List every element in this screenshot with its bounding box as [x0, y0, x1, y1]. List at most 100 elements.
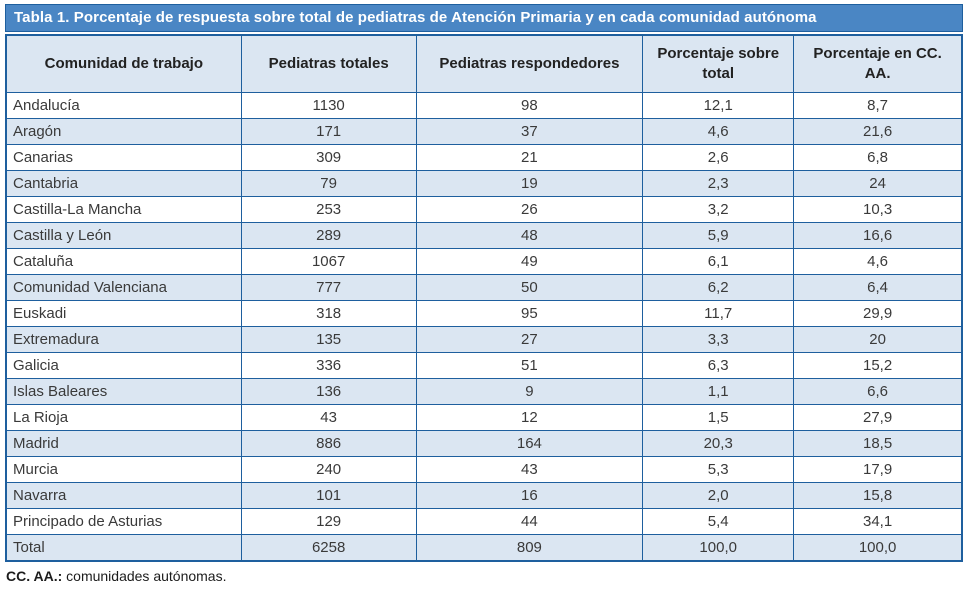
cell-value: 48 — [415, 222, 644, 249]
cell-value: 171 — [240, 118, 417, 145]
table-row: Cataluña 1067 49 6,1 4,6 — [5, 248, 963, 275]
cell-value: 4,6 — [642, 118, 795, 145]
cell-value: 8,7 — [793, 92, 963, 119]
table-row: La Rioja 43 12 1,5 27,9 — [5, 404, 963, 431]
table-footnote: CC. AA.: comunidades autónomas. — [5, 562, 963, 584]
cell-value: 6,3 — [642, 352, 795, 379]
cell-community: La Rioja — [5, 404, 242, 431]
cell-value: 309 — [240, 144, 417, 171]
cell-value: 5,3 — [642, 456, 795, 483]
cell-community: Cataluña — [5, 248, 242, 275]
table-row: Aragón 171 37 4,6 21,6 — [5, 118, 963, 145]
col-header-porcentaje-ccaa: Porcentaje en CC. AA. — [793, 34, 963, 93]
data-table: Comunidad de trabajo Pediatras totales P… — [5, 34, 963, 562]
cell-community: Extremadura — [5, 326, 242, 353]
cell-value: 164 — [415, 430, 644, 457]
cell-value: 19 — [415, 170, 644, 197]
cell-community: Galicia — [5, 352, 242, 379]
table-row: Extremadura 135 27 3,3 20 — [5, 326, 963, 353]
cell-value: 6,4 — [793, 274, 963, 301]
cell-value: 886 — [240, 430, 417, 457]
cell-value: 17,9 — [793, 456, 963, 483]
table-row: Total 6258 809 100,0 100,0 — [5, 534, 963, 562]
cell-community: Navarra — [5, 482, 242, 509]
cell-value: 1,5 — [642, 404, 795, 431]
cell-value: 24 — [793, 170, 963, 197]
table-row: Murcia 240 43 5,3 17,9 — [5, 456, 963, 483]
cell-community: Comunidad Valenciana — [5, 274, 242, 301]
table-title: Tabla 1. Porcentaje de respuesta sobre t… — [5, 4, 963, 32]
cell-value: 98 — [415, 92, 644, 119]
cell-value: 809 — [415, 534, 644, 562]
table-row: Euskadi 318 95 11,7 29,9 — [5, 300, 963, 327]
cell-value: 3,3 — [642, 326, 795, 353]
footnote-abbreviation: CC. AA.: — [6, 568, 63, 584]
cell-value: 43 — [415, 456, 644, 483]
cell-value: 101 — [240, 482, 417, 509]
table-row: Principado de Asturias 129 44 5,4 34,1 — [5, 508, 963, 535]
cell-value: 10,3 — [793, 196, 963, 223]
cell-value: 37 — [415, 118, 644, 145]
cell-value: 27 — [415, 326, 644, 353]
cell-value: 289 — [240, 222, 417, 249]
col-header-pediatras-respondedores: Pediatras respondedores — [415, 34, 644, 93]
cell-value: 12,1 — [642, 92, 795, 119]
cell-community: Castilla-La Mancha — [5, 196, 242, 223]
table-row: Galicia 336 51 6,3 15,2 — [5, 352, 963, 379]
cell-value: 49 — [415, 248, 644, 275]
table-row: Cantabria 79 19 2,3 24 — [5, 170, 963, 197]
cell-value: 135 — [240, 326, 417, 353]
cell-value: 318 — [240, 300, 417, 327]
cell-community: Madrid — [5, 430, 242, 457]
cell-value: 34,1 — [793, 508, 963, 535]
cell-value: 129 — [240, 508, 417, 535]
cell-value: 2,3 — [642, 170, 795, 197]
cell-community: Principado de Asturias — [5, 508, 242, 535]
cell-value: 51 — [415, 352, 644, 379]
cell-value: 20,3 — [642, 430, 795, 457]
cell-value: 21,6 — [793, 118, 963, 145]
cell-community: Islas Baleares — [5, 378, 242, 405]
cell-value: 6,8 — [793, 144, 963, 171]
cell-value: 95 — [415, 300, 644, 327]
table-row: Madrid 886 164 20,3 18,5 — [5, 430, 963, 457]
cell-value: 15,2 — [793, 352, 963, 379]
cell-value: 1130 — [240, 92, 417, 119]
cell-value: 9 — [415, 378, 644, 405]
col-header-comunidad: Comunidad de trabajo — [5, 34, 242, 93]
table-row: Andalucía 1130 98 12,1 8,7 — [5, 92, 963, 119]
cell-value: 2,6 — [642, 144, 795, 171]
cell-value: 5,9 — [642, 222, 795, 249]
cell-value: 240 — [240, 456, 417, 483]
cell-value: 4,6 — [793, 248, 963, 275]
cell-value: 777 — [240, 274, 417, 301]
cell-value: 2,0 — [642, 482, 795, 509]
cell-value: 6258 — [240, 534, 417, 562]
cell-value: 50 — [415, 274, 644, 301]
cell-community: Canarias — [5, 144, 242, 171]
cell-value: 3,2 — [642, 196, 795, 223]
cell-value: 100,0 — [642, 534, 795, 562]
cell-value: 43 — [240, 404, 417, 431]
cell-value: 253 — [240, 196, 417, 223]
cell-value: 100,0 — [793, 534, 963, 562]
cell-value: 29,9 — [793, 300, 963, 327]
cell-value: 1,1 — [642, 378, 795, 405]
header-row: Comunidad de trabajo Pediatras totales P… — [5, 34, 963, 93]
cell-value: 6,2 — [642, 274, 795, 301]
cell-community: Euskadi — [5, 300, 242, 327]
cell-value: 136 — [240, 378, 417, 405]
cell-value: 20 — [793, 326, 963, 353]
cell-value: 16 — [415, 482, 644, 509]
cell-value: 12 — [415, 404, 644, 431]
cell-community: Murcia — [5, 456, 242, 483]
cell-value: 336 — [240, 352, 417, 379]
cell-value: 44 — [415, 508, 644, 535]
cell-community: Aragón — [5, 118, 242, 145]
footnote-text: comunidades autónomas. — [62, 568, 227, 584]
cell-value: 26 — [415, 196, 644, 223]
table-row: Navarra 101 16 2,0 15,8 — [5, 482, 963, 509]
table-row: Comunidad Valenciana 777 50 6,2 6,4 — [5, 274, 963, 301]
cell-value: 27,9 — [793, 404, 963, 431]
